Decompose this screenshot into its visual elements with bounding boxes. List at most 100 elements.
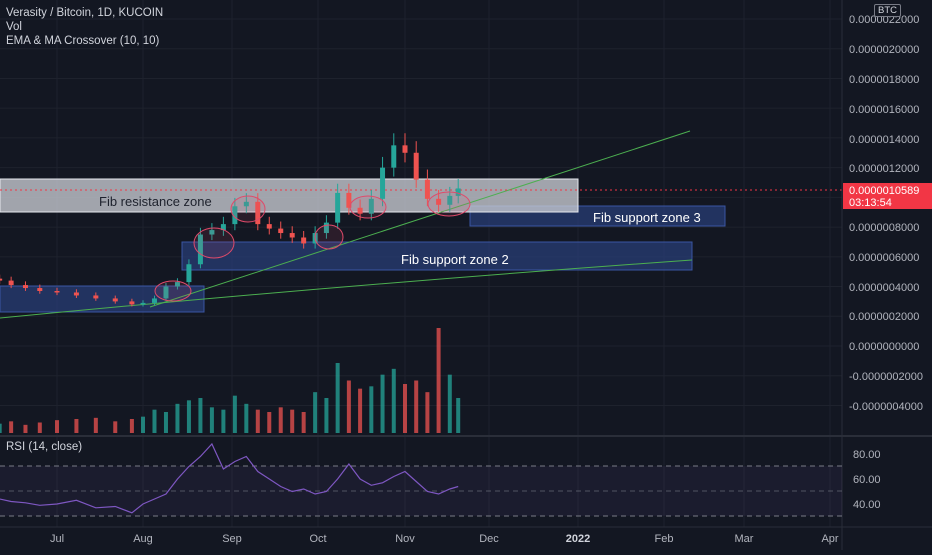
volume-bar — [141, 416, 145, 433]
volume-bar — [358, 388, 363, 433]
volume-bar — [186, 400, 191, 433]
time-axis-label: Apr — [821, 533, 838, 545]
price-axis-label: 0.0000004000 — [849, 282, 919, 294]
touch-ellipse — [349, 195, 387, 219]
ema-legend[interactable]: EMA & MA Crossover (10, 10) — [6, 35, 160, 47]
volume-bar — [436, 328, 441, 433]
currency-badge[interactable]: BTC — [874, 4, 901, 17]
volume-bar — [37, 422, 42, 433]
candle-body — [357, 207, 363, 214]
touch-ellipse — [193, 227, 235, 259]
annotations: Fib resistance zone Fib support zone 3 F… — [99, 194, 701, 267]
volume-bar — [198, 398, 203, 433]
volume-bar — [301, 412, 306, 433]
candle-body — [278, 228, 284, 234]
candle-body — [301, 237, 307, 244]
zones — [0, 178, 726, 313]
candle-body — [455, 188, 461, 196]
volume-bar — [221, 409, 226, 433]
last-price-tag — [843, 183, 932, 209]
candle-body — [54, 291, 60, 293]
volume-bar — [152, 409, 157, 433]
volume-bar — [55, 420, 59, 433]
candle-body — [335, 192, 341, 223]
volume-bar — [23, 424, 28, 433]
candle-body — [368, 198, 374, 214]
candle-body — [209, 230, 215, 235]
price-axis-label: 0.0000022000 — [849, 14, 919, 26]
volume-bar — [380, 374, 385, 433]
volume-bar — [232, 395, 237, 433]
candle-body — [37, 288, 43, 292]
trendline-curved — [0, 259, 693, 319]
volume-bar — [209, 407, 214, 433]
candle-body — [174, 282, 180, 287]
time-axis-label: 2022 — [566, 533, 590, 545]
time-axis[interactable]: Jul Aug Sep Oct Nov Dec 2022 Feb Mar Apr — [50, 533, 839, 545]
candle-body — [413, 152, 419, 180]
touch-ellipse — [314, 224, 344, 250]
time-axis-label: Jul — [50, 533, 64, 545]
volume-bar — [290, 409, 295, 433]
last-price-value: 0.0000010589 — [849, 185, 919, 197]
candle-body — [243, 201, 249, 207]
rsi-line — [0, 442, 459, 514]
fib-support-zone-2 — [181, 241, 693, 271]
time-axis-label: Sep — [222, 533, 242, 545]
price-axis-label: 0.0000020000 — [849, 44, 919, 56]
price-axis-label: -0.0000002000 — [849, 371, 923, 383]
candle-body — [186, 264, 192, 283]
volume-bar — [324, 398, 329, 433]
fib-support-2-label: Fib support zone 2 — [401, 252, 509, 267]
fib-support-zone-1 — [0, 285, 205, 313]
candle-body — [93, 295, 99, 299]
time-axis-label: Aug — [133, 533, 153, 545]
volume-bar — [113, 421, 118, 433]
volume-bar — [346, 380, 351, 433]
rsi-axis-label: 60.00 — [853, 474, 881, 486]
candle-body — [8, 280, 14, 286]
price-axis[interactable]: 0.0000022000 0.0000020000 0.0000018000 0… — [849, 14, 923, 413]
volume-bar — [0, 423, 2, 433]
time-axis-label: Nov — [395, 533, 415, 545]
price-axis-label: 0.0000012000 — [849, 163, 919, 175]
volume-bar — [129, 419, 134, 433]
fib-resistance-label: Fib resistance zone — [99, 194, 212, 209]
rsi-axis[interactable]: 80.00 60.00 40.00 — [853, 449, 881, 511]
rsi-legend[interactable]: RSI (14, close) — [6, 441, 83, 453]
volume-bar — [93, 417, 98, 433]
candle-body — [73, 292, 79, 296]
volume-bar — [255, 409, 260, 433]
volume-bar — [9, 421, 14, 433]
touch-ellipses — [154, 191, 471, 302]
touch-ellipse — [154, 280, 192, 302]
time-axis-label: Mar — [735, 533, 754, 545]
volume-legend[interactable]: Vol — [6, 21, 22, 33]
volume-bar — [244, 403, 249, 433]
price-axis-label: 0.0000002000 — [849, 311, 919, 323]
price-axis-label: 0.0000006000 — [849, 252, 919, 264]
time-axis-label: Feb — [655, 533, 674, 545]
candle-body — [391, 145, 397, 168]
volume-bar — [335, 363, 340, 433]
rsi-axis-label: 40.00 — [853, 499, 881, 511]
candle-body — [447, 195, 453, 205]
volume-bar — [403, 384, 407, 433]
candle-body — [266, 224, 272, 229]
volume-bar — [447, 374, 452, 433]
trendline-steep — [149, 130, 691, 308]
volume-bar — [163, 412, 168, 433]
candle-body — [323, 222, 329, 234]
candle-body — [151, 298, 157, 303]
symbol-title[interactable]: Verasity / Bitcoin, 1D, KUCOIN — [6, 7, 164, 19]
volume-bar — [414, 380, 419, 433]
volume-bars — [0, 328, 461, 433]
time-axis-label: Dec — [479, 533, 499, 545]
fib-resistance-zone — [0, 178, 579, 213]
candle-body — [289, 233, 295, 238]
volume-bar — [74, 419, 79, 433]
candle-body — [220, 224, 226, 231]
candle-body — [402, 145, 408, 153]
